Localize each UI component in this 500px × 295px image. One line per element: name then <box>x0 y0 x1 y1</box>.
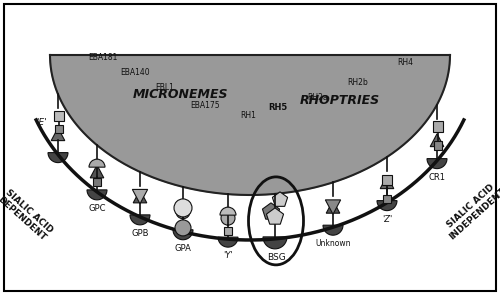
Polygon shape <box>132 189 148 204</box>
Wedge shape <box>173 230 193 240</box>
Bar <box>383 195 391 203</box>
Wedge shape <box>48 153 68 163</box>
Text: GPB: GPB <box>131 229 149 238</box>
Text: RH2a: RH2a <box>308 93 328 102</box>
Wedge shape <box>323 225 343 235</box>
Text: EBA140: EBA140 <box>120 68 150 77</box>
Bar <box>55 125 63 133</box>
Text: SIALIC ACID
DEPENDENT: SIALIC ACID DEPENDENT <box>0 187 54 243</box>
Polygon shape <box>51 128 65 141</box>
Wedge shape <box>377 201 397 211</box>
Wedge shape <box>220 207 236 215</box>
Polygon shape <box>326 200 340 214</box>
Circle shape <box>175 220 191 236</box>
Text: RHOPTRIES: RHOPTRIES <box>300 94 380 106</box>
Wedge shape <box>427 159 447 169</box>
Circle shape <box>176 205 190 219</box>
Text: EBA175: EBA175 <box>190 101 220 110</box>
Text: 'Y': 'Y' <box>223 251 233 260</box>
Polygon shape <box>326 200 340 213</box>
Wedge shape <box>89 159 105 167</box>
Wedge shape <box>87 190 107 200</box>
Text: SIALIC ACID
INDEPENDENT: SIALIC ACID INDEPENDENT <box>440 178 500 242</box>
Polygon shape <box>430 134 444 147</box>
Text: MICRONEMES: MICRONEMES <box>132 88 228 101</box>
Text: BSG: BSG <box>268 253 286 262</box>
Polygon shape <box>272 192 287 206</box>
Bar <box>432 121 444 132</box>
Polygon shape <box>262 203 280 219</box>
Wedge shape <box>130 215 150 225</box>
Text: EBA181: EBA181 <box>88 53 118 62</box>
Bar <box>382 175 392 185</box>
Polygon shape <box>133 190 147 203</box>
Text: 'Z': 'Z' <box>382 215 392 224</box>
Text: 'E': 'E' <box>36 118 48 127</box>
Polygon shape <box>266 208 283 224</box>
Polygon shape <box>90 165 104 178</box>
Bar <box>224 227 232 235</box>
Text: EBL1: EBL1 <box>156 83 174 92</box>
Wedge shape <box>218 237 238 247</box>
Polygon shape <box>50 55 450 195</box>
Text: CR1: CR1 <box>428 173 446 182</box>
Text: GPC: GPC <box>88 204 106 213</box>
Text: RH1: RH1 <box>240 111 256 120</box>
Wedge shape <box>263 237 287 249</box>
Text: Unknown: Unknown <box>316 239 351 248</box>
Bar <box>93 178 101 186</box>
Text: RH5: RH5 <box>268 103 287 112</box>
Bar <box>434 141 442 150</box>
Text: RH2b: RH2b <box>348 78 368 87</box>
Text: RH4: RH4 <box>397 58 413 67</box>
Bar <box>54 112 64 121</box>
Text: GPA: GPA <box>174 244 192 253</box>
Circle shape <box>174 199 192 217</box>
Polygon shape <box>380 176 394 189</box>
Circle shape <box>221 211 235 225</box>
